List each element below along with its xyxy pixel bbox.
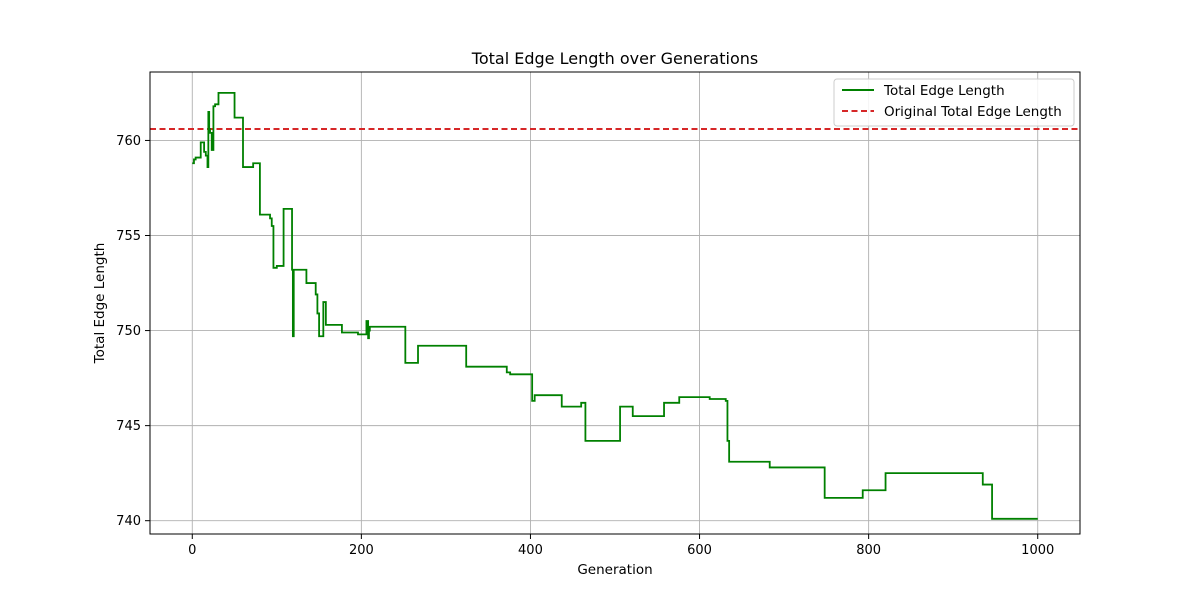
total-edge-length-series bbox=[192, 92, 1038, 520]
y-tick-label: 760 bbox=[116, 134, 141, 149]
x-tick-label: 0 bbox=[188, 543, 196, 558]
y-tick-label: 750 bbox=[116, 324, 141, 339]
chart-title: Total Edge Length over Generations bbox=[471, 49, 758, 68]
legend: Total Edge Length Original Total Edge Le… bbox=[833, 78, 1075, 127]
x-axis-ticks: 0 200 400 600 800 1000 bbox=[188, 534, 1054, 558]
plot-area-frame bbox=[149, 71, 1081, 535]
x-tick-label: 200 bbox=[349, 543, 374, 558]
x-tick-label: 800 bbox=[856, 543, 881, 558]
x-tick-label: 400 bbox=[518, 543, 543, 558]
grid-lines bbox=[150, 72, 1080, 534]
legend-label-total-edge-length: Total Edge Length bbox=[883, 83, 1005, 99]
x-tick-label: 1000 bbox=[1021, 543, 1054, 558]
y-axis-title: Total Edge Length bbox=[92, 243, 108, 365]
y-axis-ticks: 740 745 750 755 760 bbox=[116, 134, 150, 529]
y-tick-label: 755 bbox=[116, 229, 141, 244]
y-tick-label: 745 bbox=[116, 419, 141, 434]
legend-label-original-total-edge-length: Original Total Edge Length bbox=[884, 104, 1062, 120]
x-axis-title: Generation bbox=[577, 562, 652, 578]
y-tick-label: 740 bbox=[116, 514, 141, 529]
series-lines bbox=[192, 92, 1038, 520]
legend-box bbox=[833, 78, 1075, 127]
x-tick-label: 600 bbox=[687, 543, 712, 558]
